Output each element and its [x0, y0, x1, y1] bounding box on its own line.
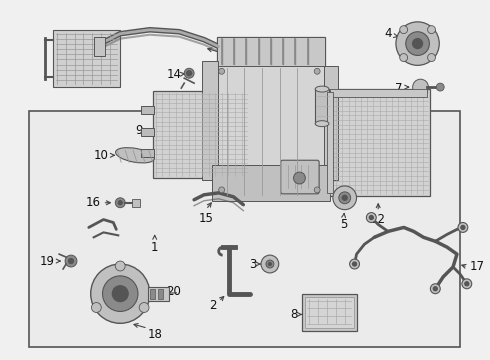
Bar	[53, 30, 120, 87]
Circle shape	[92, 302, 101, 312]
Bar	[153, 91, 249, 178]
Bar	[212, 165, 330, 201]
FancyBboxPatch shape	[281, 160, 319, 194]
Text: 11: 11	[220, 47, 236, 60]
Circle shape	[428, 54, 436, 62]
Circle shape	[367, 213, 376, 222]
Text: 8: 8	[290, 308, 297, 321]
Bar	[327, 92, 333, 193]
Circle shape	[261, 255, 279, 273]
Circle shape	[102, 276, 138, 311]
Circle shape	[219, 187, 224, 193]
Circle shape	[436, 83, 444, 91]
Bar	[141, 149, 154, 157]
Circle shape	[400, 26, 408, 33]
Circle shape	[458, 222, 468, 233]
Bar	[305, 297, 354, 328]
Bar	[324, 66, 338, 180]
Bar	[202, 62, 218, 180]
Circle shape	[269, 262, 271, 265]
Text: 16: 16	[86, 196, 100, 209]
Text: 13: 13	[291, 93, 305, 105]
Bar	[315, 89, 329, 123]
Bar	[28, 111, 461, 347]
Text: 6: 6	[268, 185, 275, 198]
Bar	[158, 289, 163, 298]
Text: 7: 7	[395, 82, 403, 95]
Circle shape	[314, 68, 320, 74]
Circle shape	[314, 187, 320, 193]
Circle shape	[369, 216, 373, 220]
Circle shape	[187, 71, 192, 76]
Text: 9: 9	[135, 124, 143, 137]
Circle shape	[184, 68, 194, 78]
Circle shape	[406, 32, 429, 55]
Text: 12: 12	[371, 213, 386, 226]
Circle shape	[65, 255, 77, 267]
Circle shape	[413, 79, 428, 95]
Bar	[217, 37, 325, 66]
Circle shape	[350, 259, 360, 269]
Circle shape	[343, 195, 347, 200]
Circle shape	[112, 286, 128, 302]
Bar	[217, 37, 325, 200]
Circle shape	[353, 262, 357, 266]
Circle shape	[430, 284, 440, 294]
Bar	[141, 127, 154, 135]
Circle shape	[461, 225, 465, 229]
Text: 14: 14	[167, 68, 182, 81]
Text: 2: 2	[209, 299, 217, 312]
Circle shape	[396, 22, 439, 66]
Circle shape	[139, 302, 149, 312]
Text: 15: 15	[198, 212, 213, 225]
Circle shape	[294, 172, 305, 184]
Ellipse shape	[116, 148, 154, 163]
Bar	[330, 89, 427, 97]
Circle shape	[115, 261, 125, 271]
Circle shape	[462, 279, 472, 289]
Text: 3: 3	[249, 257, 256, 270]
Bar	[302, 294, 357, 331]
Circle shape	[413, 39, 422, 49]
Circle shape	[91, 264, 150, 323]
Circle shape	[266, 260, 274, 268]
Bar	[94, 37, 105, 57]
Ellipse shape	[315, 86, 329, 92]
Bar	[148, 287, 170, 301]
Text: 5: 5	[340, 217, 347, 230]
Circle shape	[433, 287, 437, 291]
Circle shape	[339, 192, 351, 204]
Circle shape	[219, 68, 224, 74]
Circle shape	[118, 201, 122, 205]
Text: 20: 20	[167, 285, 181, 298]
Bar	[150, 289, 155, 298]
Bar	[327, 89, 430, 196]
Circle shape	[428, 26, 436, 33]
Text: 4: 4	[385, 27, 392, 40]
Circle shape	[115, 198, 125, 208]
Text: 10: 10	[94, 149, 108, 162]
Bar	[141, 106, 154, 114]
Circle shape	[465, 282, 469, 286]
Circle shape	[400, 54, 408, 62]
Text: 17: 17	[470, 261, 485, 274]
Ellipse shape	[315, 121, 329, 127]
Circle shape	[69, 258, 74, 264]
Bar	[132, 199, 140, 207]
Text: 1: 1	[151, 241, 158, 254]
Circle shape	[333, 186, 357, 210]
Text: 19: 19	[39, 255, 54, 267]
Text: 18: 18	[147, 328, 162, 341]
Bar	[337, 195, 353, 200]
